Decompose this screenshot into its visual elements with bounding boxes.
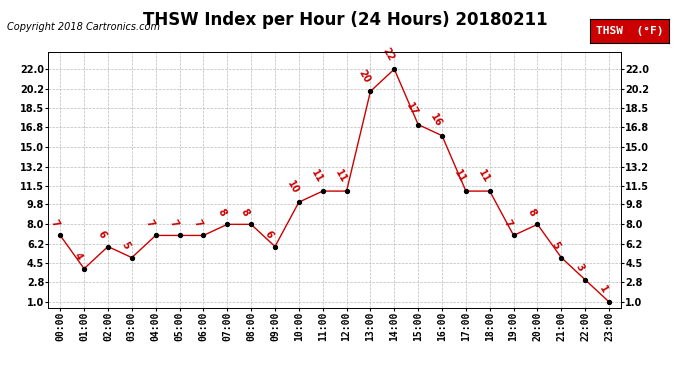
Point bbox=[150, 232, 161, 238]
Point bbox=[460, 188, 471, 194]
Text: 6: 6 bbox=[263, 229, 275, 240]
Text: 5: 5 bbox=[120, 240, 132, 251]
Text: THSW Index per Hour (24 Hours) 20180211: THSW Index per Hour (24 Hours) 20180211 bbox=[143, 11, 547, 29]
Point bbox=[317, 188, 328, 194]
Text: 1: 1 bbox=[597, 285, 609, 295]
Text: 16: 16 bbox=[428, 112, 444, 129]
Point bbox=[126, 255, 137, 261]
Point bbox=[174, 232, 185, 238]
Point bbox=[221, 221, 233, 227]
Point bbox=[604, 299, 615, 305]
Point bbox=[556, 255, 567, 261]
Point bbox=[437, 133, 448, 139]
Text: 11: 11 bbox=[309, 168, 324, 184]
Point bbox=[341, 188, 352, 194]
Text: 4: 4 bbox=[72, 251, 84, 262]
Text: 7: 7 bbox=[168, 218, 179, 229]
Point bbox=[413, 122, 424, 128]
Point bbox=[270, 243, 281, 249]
Text: 22: 22 bbox=[381, 46, 396, 63]
Text: 7: 7 bbox=[144, 218, 156, 229]
Point bbox=[484, 188, 495, 194]
Text: 8: 8 bbox=[239, 207, 251, 218]
Point bbox=[580, 277, 591, 283]
Point bbox=[388, 66, 400, 72]
Text: 7: 7 bbox=[48, 218, 60, 229]
Point bbox=[198, 232, 209, 238]
Text: 20: 20 bbox=[357, 68, 372, 85]
Point bbox=[293, 199, 304, 205]
Point bbox=[508, 232, 519, 238]
Point bbox=[102, 243, 113, 249]
Text: 11: 11 bbox=[333, 168, 348, 184]
Text: 8: 8 bbox=[215, 207, 227, 218]
Text: 7: 7 bbox=[502, 218, 513, 229]
Text: 7: 7 bbox=[191, 218, 204, 229]
Text: 6: 6 bbox=[96, 229, 108, 240]
Point bbox=[532, 221, 543, 227]
Text: 11: 11 bbox=[476, 168, 491, 184]
Point bbox=[365, 88, 376, 94]
Text: 8: 8 bbox=[526, 207, 538, 218]
Text: 10: 10 bbox=[285, 179, 301, 195]
Text: 11: 11 bbox=[452, 168, 468, 184]
Point bbox=[246, 221, 257, 227]
Text: Copyright 2018 Cartronics.com: Copyright 2018 Cartronics.com bbox=[7, 22, 160, 33]
Text: THSW  (°F): THSW (°F) bbox=[596, 26, 663, 36]
Text: 3: 3 bbox=[573, 262, 585, 273]
Text: 5: 5 bbox=[549, 240, 562, 251]
Point bbox=[55, 232, 66, 238]
Point bbox=[79, 266, 90, 272]
Text: 17: 17 bbox=[404, 101, 420, 118]
